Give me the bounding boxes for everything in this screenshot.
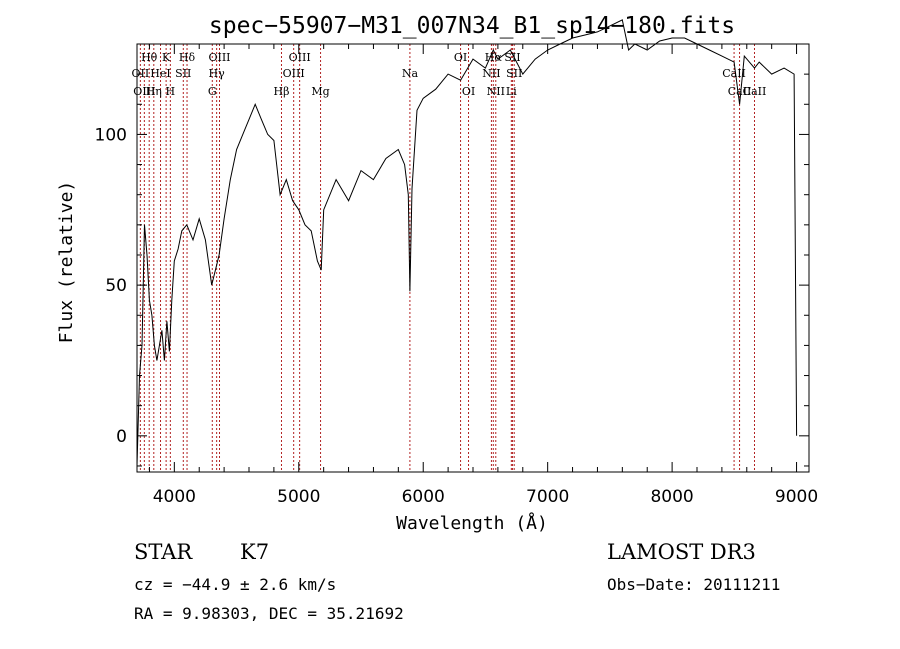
line-label-9: HeI bbox=[150, 67, 170, 80]
line-label-18: OIII bbox=[133, 85, 155, 98]
emission-lines-layer bbox=[139, 44, 755, 472]
y-tick-label-0: 0 bbox=[116, 427, 127, 447]
line-label-25: NII bbox=[487, 85, 505, 98]
object-class: STAR bbox=[134, 540, 193, 564]
x-tick-label-4000: 4000 bbox=[153, 487, 196, 507]
spectrum-line bbox=[136, 19, 798, 467]
line-label-24: OI bbox=[462, 85, 475, 98]
axes-layer: 4000 5000 6000 7000 8000 9000 0 50 100 bbox=[95, 43, 818, 507]
line-label-14: NII bbox=[482, 67, 500, 80]
line-label-3: OIII bbox=[208, 51, 230, 64]
obs-date: Obs−Date: 20111211 bbox=[607, 575, 781, 594]
line-label-15: SII bbox=[506, 67, 522, 80]
line-label-26: Li bbox=[506, 85, 517, 98]
line-label-10: SII bbox=[175, 67, 191, 80]
chart-title: spec−55907−M31_007N34_B1_sp14−180.fits bbox=[209, 13, 735, 39]
survey-name: LAMOST DR3 bbox=[607, 540, 756, 564]
line-label-19: Hη bbox=[146, 85, 162, 98]
line-label-20: H bbox=[166, 85, 176, 98]
line-label-0: Hθ bbox=[141, 51, 158, 64]
line-label-1: K bbox=[162, 51, 171, 64]
line-label-21: G bbox=[208, 85, 217, 98]
line-label-11: Hγ bbox=[209, 67, 226, 80]
line-label-23: Mg bbox=[311, 85, 329, 98]
object-subclass: K7 bbox=[240, 540, 270, 564]
line-label-27: CaII bbox=[743, 85, 767, 98]
y-tick-label-50: 50 bbox=[105, 276, 127, 296]
y-tick-label-100: 100 bbox=[95, 125, 127, 145]
x-tick-label-8000: 8000 bbox=[650, 487, 693, 507]
line-label-4: OIII bbox=[289, 51, 311, 64]
line-label-5: OI bbox=[454, 51, 467, 64]
redshift-cz: cz = −44.9 ± 2.6 km/s bbox=[134, 575, 337, 594]
x-tick-label-6000: 6000 bbox=[402, 487, 445, 507]
line-label-2: Hδ bbox=[179, 51, 196, 64]
line-label-16: CaII bbox=[722, 67, 746, 80]
series-layer bbox=[136, 19, 798, 467]
line-label-12: OIII bbox=[283, 67, 305, 80]
line-label-13: Na bbox=[402, 67, 419, 80]
line-label-7: SII bbox=[504, 51, 520, 64]
line-label-8: OII bbox=[132, 67, 150, 80]
line-label-17: CaII bbox=[728, 85, 752, 98]
plot-frame bbox=[136, 43, 810, 473]
x-tick-label-7000: 7000 bbox=[526, 487, 569, 507]
x-tick-label-9000: 9000 bbox=[775, 487, 818, 507]
x-axis-label: Wavelength (Å) bbox=[396, 512, 548, 534]
ra-dec: RA = 9.98303, DEC = 35.21692 bbox=[134, 604, 404, 623]
y-axis-label: Flux (relative) bbox=[56, 181, 77, 344]
x-tick-label-5000: 5000 bbox=[277, 487, 320, 507]
line-label-22: Hβ bbox=[274, 85, 290, 98]
line-label-6: Hα bbox=[485, 51, 503, 64]
